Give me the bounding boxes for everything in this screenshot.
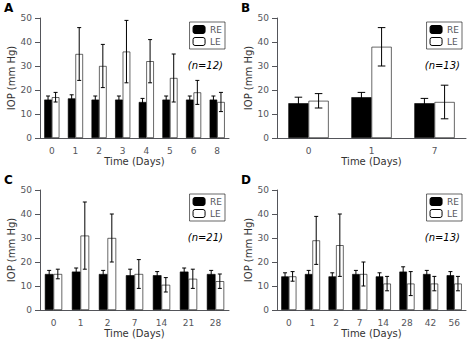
svg-text:20: 20 [258, 257, 270, 267]
svg-text:RE: RE [210, 25, 222, 35]
svg-text:14: 14 [156, 318, 168, 328]
svg-text:0: 0 [49, 146, 55, 156]
svg-text:(n=13): (n=13) [425, 60, 460, 71]
svg-text:10: 10 [258, 109, 270, 119]
svg-text:IOP (mm Hg): IOP (mm Hg) [6, 46, 17, 110]
svg-text:1: 1 [310, 318, 316, 328]
svg-text:20: 20 [258, 85, 270, 95]
svg-text:20: 20 [21, 85, 33, 95]
svg-text:2: 2 [333, 318, 339, 328]
svg-text:(n=12): (n=12) [188, 60, 223, 71]
svg-text:0: 0 [286, 318, 292, 328]
svg-text:50: 50 [21, 13, 33, 23]
svg-text:D: D [241, 173, 251, 187]
svg-text:C: C [4, 173, 13, 187]
svg-text:8: 8 [214, 146, 220, 156]
svg-text:LE: LE [447, 37, 458, 47]
svg-text:7: 7 [132, 318, 138, 328]
svg-text:1: 1 [369, 146, 375, 156]
svg-text:0: 0 [306, 146, 312, 156]
svg-text:50: 50 [258, 185, 270, 195]
svg-text:50: 50 [21, 185, 33, 195]
svg-text:21: 21 [183, 318, 194, 328]
svg-text:IOP (mm Hg): IOP (mm Hg) [6, 218, 17, 282]
svg-text:Time (Days): Time (Days) [103, 156, 165, 167]
svg-text:2: 2 [105, 318, 111, 328]
svg-text:40: 40 [258, 209, 270, 219]
svg-text:1: 1 [78, 318, 84, 328]
svg-text:RE: RE [210, 197, 222, 207]
svg-text:5: 5 [167, 146, 173, 156]
svg-text:Time (Days): Time (Days) [340, 328, 402, 339]
svg-text:28: 28 [401, 318, 413, 328]
svg-text:IOP (mm Hg): IOP (mm Hg) [243, 218, 254, 282]
svg-text:1: 1 [73, 146, 79, 156]
svg-text:28: 28 [210, 318, 222, 328]
svg-text:40: 40 [258, 37, 270, 47]
svg-text:6: 6 [191, 146, 197, 156]
svg-text:50: 50 [258, 13, 270, 23]
svg-text:Time (Days): Time (Days) [103, 328, 165, 339]
svg-text:LE: LE [447, 209, 458, 219]
svg-text:RE: RE [447, 25, 459, 35]
svg-text:Time (Days): Time (Days) [340, 156, 402, 167]
svg-text:42: 42 [425, 318, 436, 328]
svg-text:10: 10 [21, 109, 33, 119]
svg-text:30: 30 [258, 61, 270, 71]
svg-text:0: 0 [263, 133, 269, 143]
svg-text:40: 40 [21, 37, 33, 47]
svg-text:IOP (mm Hg): IOP (mm Hg) [243, 46, 254, 110]
svg-text:0: 0 [26, 133, 32, 143]
svg-text:14: 14 [378, 318, 390, 328]
svg-text:0: 0 [263, 305, 269, 315]
svg-text:A: A [4, 1, 14, 15]
svg-text:7: 7 [432, 146, 438, 156]
svg-text:3: 3 [120, 146, 126, 156]
svg-text:2: 2 [96, 146, 102, 156]
svg-text:7: 7 [357, 318, 363, 328]
svg-text:4: 4 [143, 146, 149, 156]
svg-text:B: B [241, 1, 250, 15]
svg-text:LE: LE [210, 37, 221, 47]
svg-text:LE: LE [210, 209, 221, 219]
svg-text:10: 10 [21, 281, 33, 291]
svg-text:30: 30 [21, 233, 33, 243]
svg-text:10: 10 [258, 281, 270, 291]
svg-text:0: 0 [26, 305, 32, 315]
svg-text:RE: RE [447, 197, 459, 207]
svg-text:56: 56 [448, 318, 460, 328]
svg-text:20: 20 [21, 257, 33, 267]
svg-text:30: 30 [21, 61, 33, 71]
svg-text:(n=13): (n=13) [425, 232, 460, 243]
svg-text:40: 40 [21, 209, 33, 219]
svg-text:0: 0 [51, 318, 57, 328]
svg-text:(n=21): (n=21) [188, 232, 223, 243]
svg-text:30: 30 [258, 233, 270, 243]
